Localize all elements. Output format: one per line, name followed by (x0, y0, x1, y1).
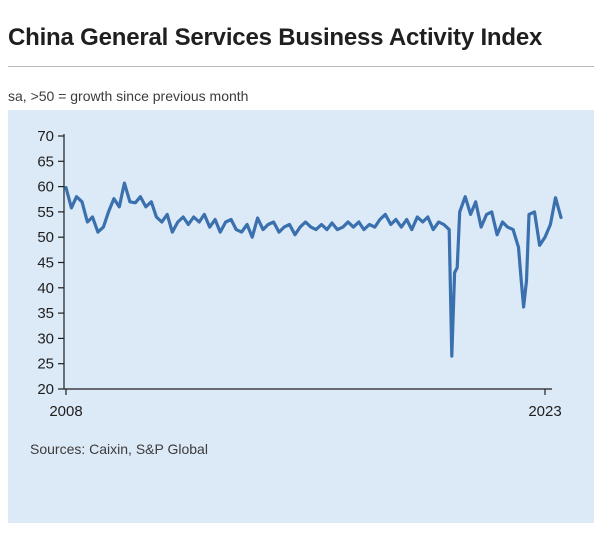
y-tick-label: 60 (37, 179, 54, 196)
y-tick-label: 20 (37, 381, 54, 398)
y-tick-label: 65 (37, 153, 54, 170)
y-tick-label: 50 (37, 229, 54, 246)
title-divider (8, 66, 594, 67)
x-tick-label: 2023 (528, 403, 561, 420)
chart-title: China General Services Business Activity… (8, 24, 543, 51)
y-tick-label: 25 (37, 356, 54, 373)
line-chart: 20 25 30 35 40 45 50 55 60 65 70 2008 2023 (37, 128, 563, 420)
x-axis: 2008 2023 (49, 388, 562, 420)
chart-panel: 20 25 30 35 40 45 50 55 60 65 70 2008 2023 Sources:… (8, 110, 594, 523)
series-layer (64, 181, 563, 358)
y-axis: 20 25 30 35 40 45 50 55 60 65 70 (37, 128, 65, 398)
y-tick-label: 30 (37, 330, 54, 347)
y-tick-label: 70 (37, 128, 54, 145)
y-tick-label: 40 (37, 280, 54, 297)
x-tick-label: 2008 (49, 403, 82, 420)
source-note: Sources: Caixin, S&P Global (30, 441, 208, 457)
y-tick-label: 45 (37, 255, 54, 272)
series-line (64, 181, 563, 358)
y-tick-label: 35 (37, 305, 54, 322)
y-tick-label: 55 (37, 204, 54, 221)
chart-subtitle: sa, >50 = growth since previous month (8, 88, 249, 104)
